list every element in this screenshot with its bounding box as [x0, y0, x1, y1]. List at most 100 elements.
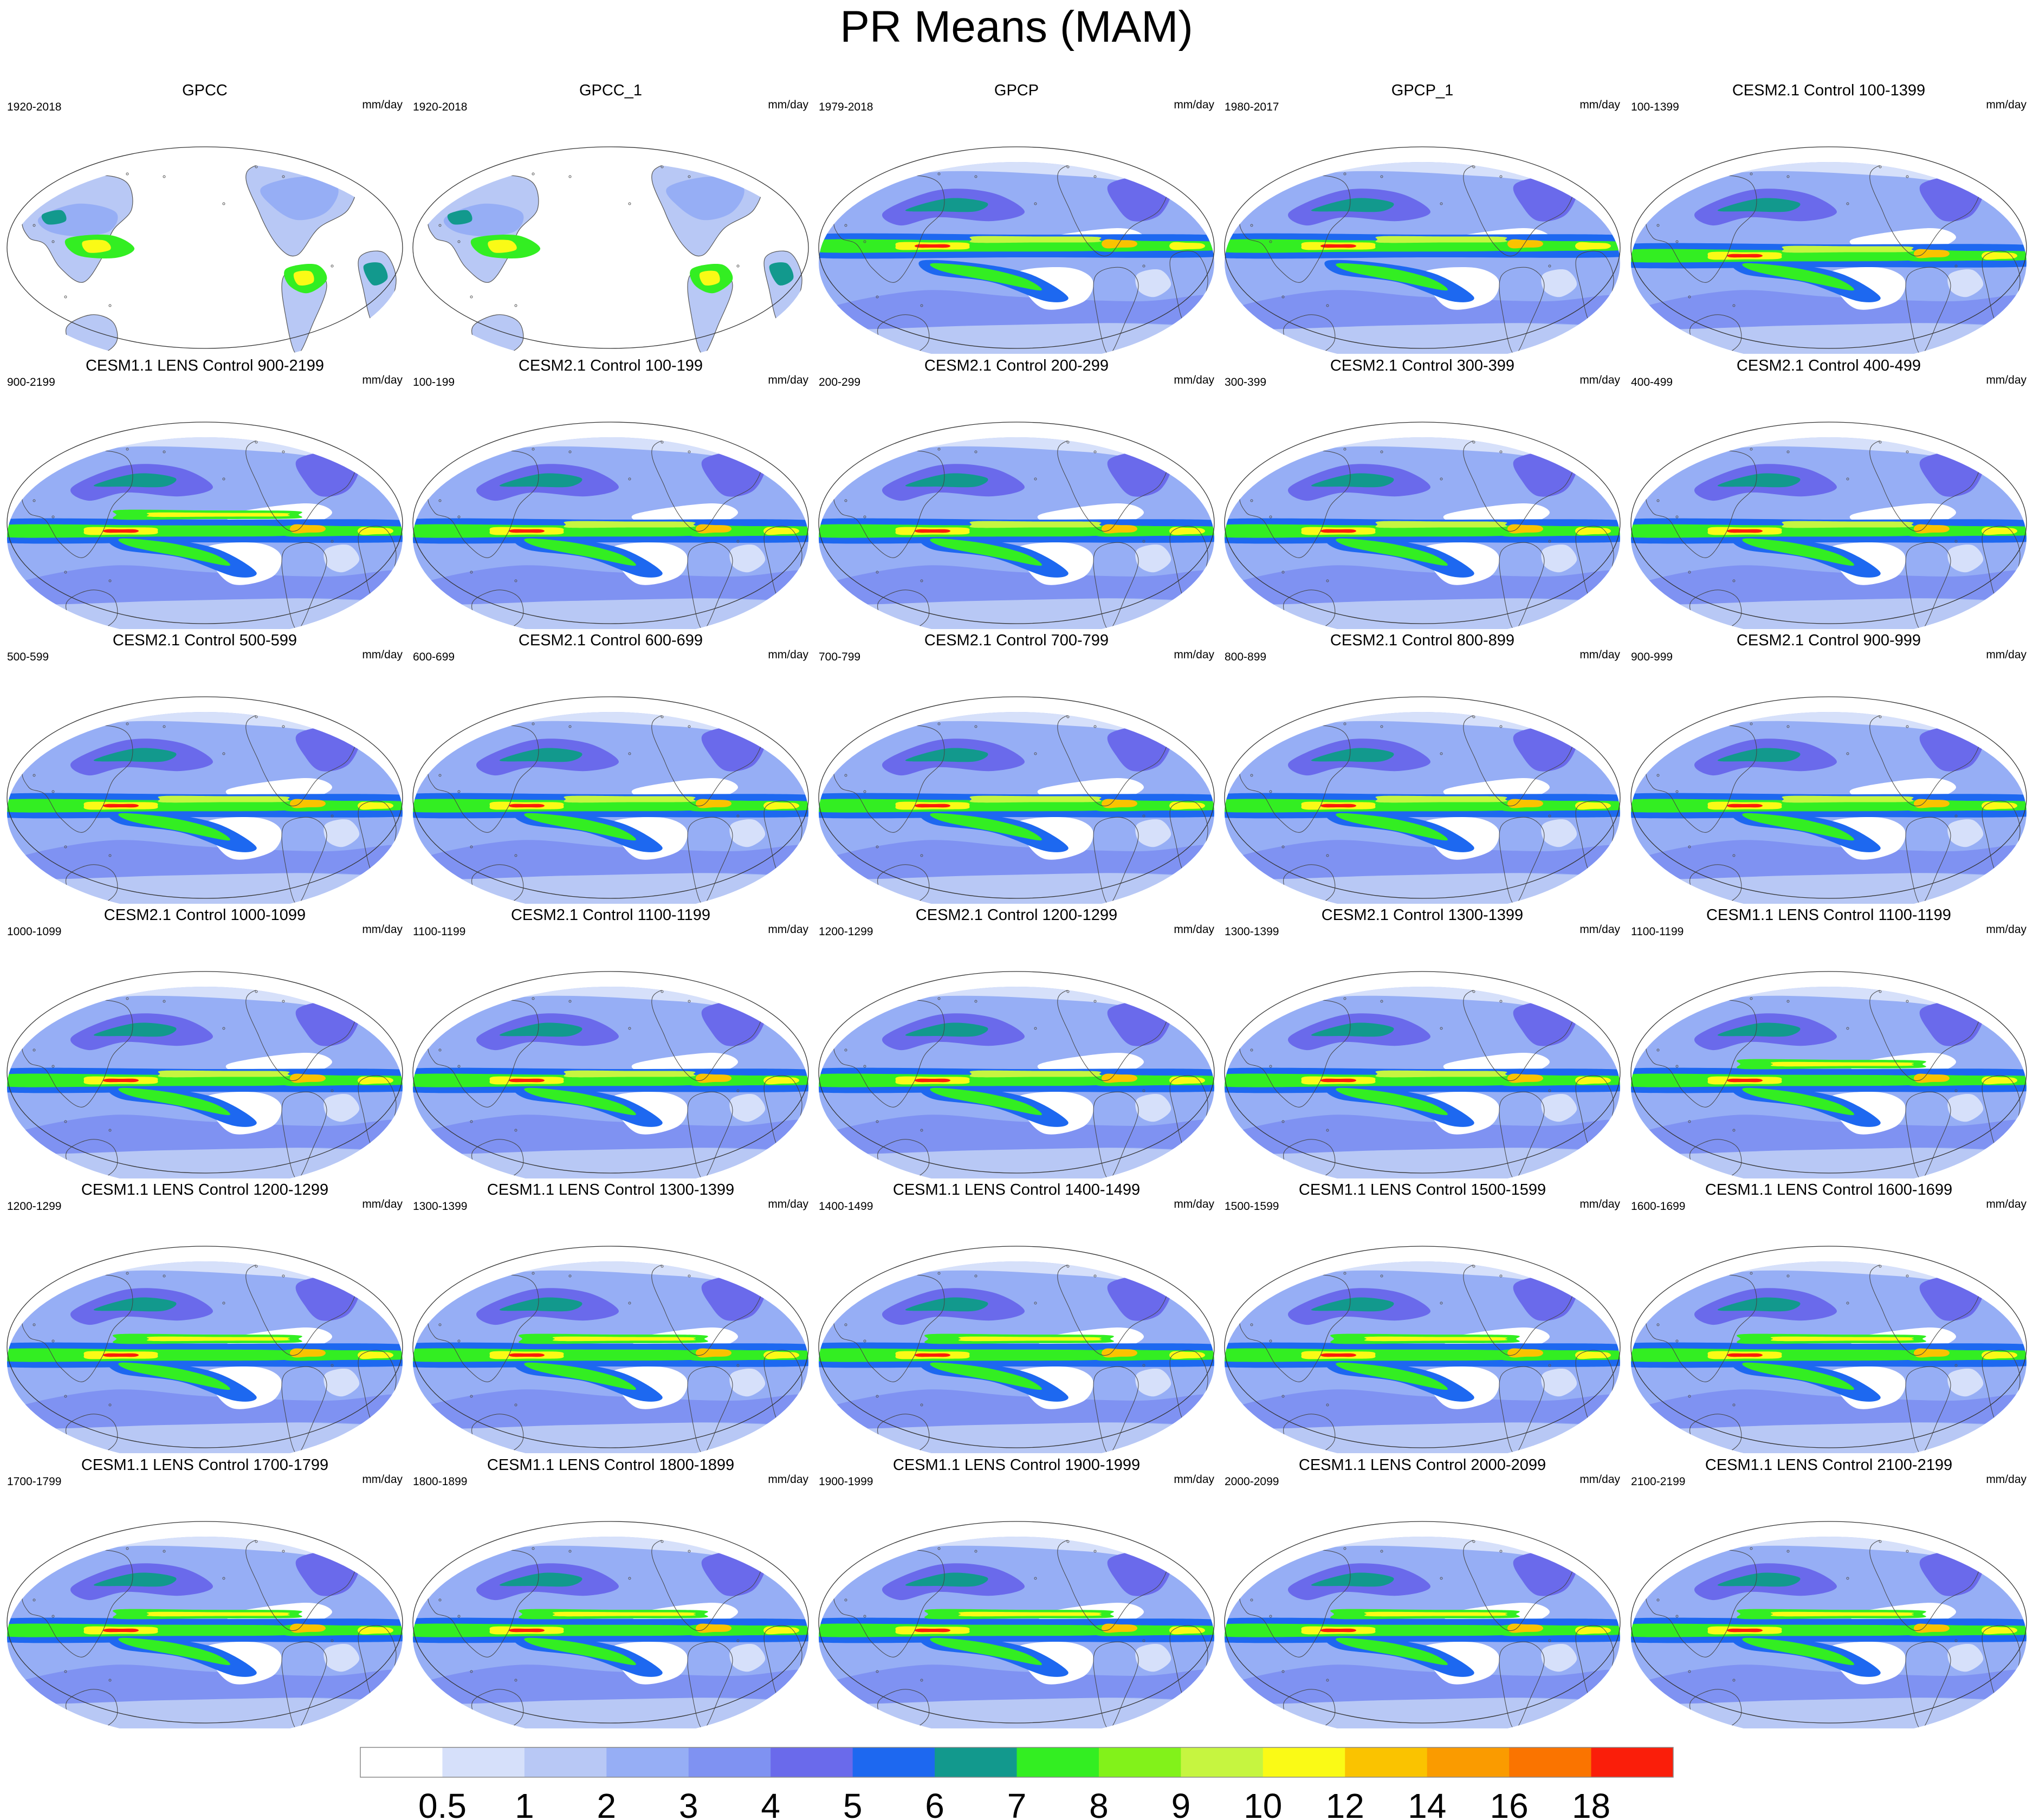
island-outline — [344, 1563, 347, 1566]
island-outline — [1750, 448, 1753, 451]
island-outline — [661, 1265, 664, 1268]
land-rain-congo — [363, 262, 388, 286]
congo-peak — [1982, 527, 2017, 535]
island-outline — [51, 1339, 55, 1343]
map-boundary — [1630, 971, 2027, 1174]
island-outline — [1250, 1598, 1253, 1602]
island-outline — [974, 1000, 977, 1003]
island-outline — [532, 722, 535, 726]
island-outline — [1786, 175, 1790, 178]
north-pacific-core — [1717, 748, 1801, 762]
precipitation-map — [818, 146, 1215, 354]
island-outline — [750, 189, 753, 192]
coastline-namerica — [1057, 712, 1169, 807]
north-pacific-core — [1311, 1022, 1394, 1037]
precipitation-map — [7, 1246, 403, 1453]
island-outline — [661, 441, 664, 444]
island-outline — [661, 990, 664, 993]
precipitation-map — [412, 1521, 809, 1728]
island-outline — [108, 1129, 112, 1132]
island-outline — [568, 175, 572, 178]
island-outline — [344, 739, 347, 742]
amazon-peak — [696, 1348, 731, 1358]
precipitation-map — [1224, 971, 1621, 1178]
map-boundary — [7, 422, 403, 624]
congo-peak — [1169, 1076, 1205, 1085]
map-boundary — [818, 146, 1215, 349]
island-outline — [1879, 441, 1882, 444]
southern-storm-track — [1631, 1389, 2026, 1429]
southern-storm-track — [1225, 1389, 1620, 1429]
island-outline — [1656, 1598, 1660, 1602]
map-panel: CESM1.1 LENS Control 2000-2099 2000-2099 m… — [1219, 1455, 1626, 1728]
island-outline — [1846, 477, 1849, 481]
antarctic-dry — [7, 597, 403, 629]
island-outline — [750, 739, 753, 742]
island-outline — [51, 790, 55, 793]
panel-period-label: 100-1399 — [1631, 101, 1679, 113]
coastline-namerica — [1869, 162, 1982, 257]
island-outline — [1954, 264, 1958, 268]
island-outline — [1968, 739, 1971, 742]
island-outline — [1440, 1577, 1443, 1580]
island-outline — [470, 1395, 473, 1398]
island-outline — [920, 1403, 923, 1407]
map-panel: CESM1.1 LENS Control 1400-1499 1400-1499 m… — [813, 1180, 1220, 1453]
island-outline — [470, 295, 473, 299]
island-outline — [1906, 1550, 1909, 1553]
antarctic-dry — [1631, 872, 2026, 904]
island-outline — [1093, 725, 1097, 728]
coastline-samerica — [687, 1641, 733, 1728]
island-outline — [876, 1670, 879, 1673]
spcz-core — [524, 538, 636, 566]
island-outline — [64, 295, 67, 299]
island-outline — [64, 1670, 67, 1673]
coastline-namerica — [1869, 712, 1982, 807]
southern-storm-track — [1225, 1664, 1620, 1704]
coastline-samerica — [687, 817, 733, 904]
island-outline — [1440, 1027, 1443, 1030]
congo-peak — [763, 1626, 799, 1635]
south-atlantic-dry-zone — [729, 819, 766, 847]
precipitation-map — [1224, 146, 1621, 354]
island-outline — [1750, 1272, 1753, 1275]
island-outline — [1688, 1395, 1691, 1398]
panel-units-label: mm/day — [362, 1198, 403, 1210]
map-panel: CESM2.1 Control 100-199 100-199 mm/day — [407, 355, 814, 629]
island-outline — [222, 202, 225, 205]
warm-pool-max — [509, 804, 545, 808]
coastline-samerica — [281, 817, 327, 904]
congo-peak — [1575, 1351, 1611, 1359]
panel-title: CESM2.1 Control 900-999 — [1736, 632, 1921, 649]
map-panel: CESM2.1 Control 800-899 800-899 mm/day — [1219, 630, 1626, 904]
precipitation-map — [7, 146, 403, 354]
precipitation-map — [1630, 1521, 2027, 1728]
island-outline — [33, 1048, 36, 1052]
island-outline — [1548, 1089, 1551, 1092]
amazon-peak — [1102, 1348, 1137, 1358]
panel-title: CESM2.1 Control 100-199 — [518, 357, 703, 374]
congo-peak — [358, 1626, 393, 1635]
south-atlantic-dry-zone — [1541, 1643, 1577, 1672]
congo-peak — [1575, 801, 1611, 810]
panel-title: CESM1.1 LENS Control 1500-1599 — [1298, 1181, 1546, 1199]
island-outline — [1688, 1670, 1691, 1673]
warm-pool-max — [1320, 1628, 1356, 1633]
panel-units-label: mm/day — [1174, 374, 1214, 386]
island-outline — [163, 450, 166, 454]
island-outline — [1968, 1563, 1971, 1566]
map-panel: CESM1.1 LENS Control 2100-2199 2100-2199 m… — [1626, 1455, 2032, 1728]
island-outline — [1281, 1395, 1285, 1398]
island-outline — [1034, 1301, 1037, 1305]
antarctic-dry — [7, 872, 403, 904]
coastline-samerica — [1905, 542, 1951, 629]
north-pacific-core — [1311, 748, 1394, 762]
panel-period-label: 1980-2017 — [1225, 101, 1279, 113]
congo-peak — [1575, 1626, 1611, 1635]
island-outline — [1548, 1639, 1551, 1642]
island-outline — [33, 1323, 36, 1326]
island-outline — [876, 1395, 879, 1398]
panel-title: CESM1.1 LENS Control 1200-1299 — [81, 1181, 329, 1199]
map-boundary — [818, 696, 1215, 899]
